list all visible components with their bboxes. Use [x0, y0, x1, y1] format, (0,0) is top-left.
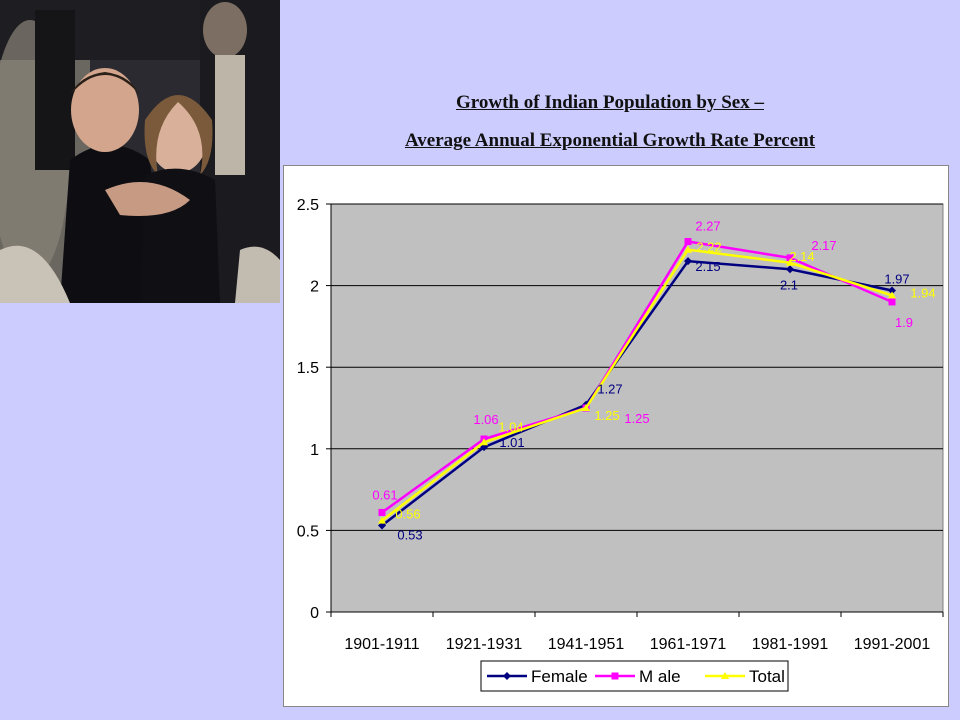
data-label: 2.14: [789, 249, 814, 264]
data-label: 1.9: [895, 315, 913, 330]
photo-children-dancing: [0, 0, 280, 303]
data-label: 2.22: [696, 240, 721, 255]
data-label: 1.25: [624, 411, 649, 426]
data-point: [582, 404, 590, 411]
title-line-2: Average Annual Exponential Growth Rate P…: [404, 130, 816, 151]
y-tick-label: 0: [310, 605, 319, 622]
legend-marker: [721, 672, 729, 679]
title-line-1: Growth of Indian Population by Sex –: [456, 92, 764, 113]
data-label: 2.27: [695, 219, 720, 234]
data-point: [378, 508, 386, 516]
data-point: [888, 298, 896, 306]
data-label: 2.17: [811, 238, 836, 253]
data-label: 1.04: [498, 419, 523, 434]
data-point: [684, 245, 692, 253]
x-tick-label: 1981-1991: [752, 636, 829, 653]
data-label: 0.53: [397, 528, 422, 543]
legend-marker: [611, 672, 619, 680]
data-label: 0.56: [395, 507, 420, 522]
legend-label: Female: [531, 667, 588, 686]
data-label: 0.61: [372, 487, 397, 502]
line-chart: 0 0.5 1 1.5 2 2.5 1901-1911 1921-1931 1941-1951 1…: [297, 197, 944, 692]
data-point: [888, 291, 896, 299]
x-tick-label: 1991-2001: [854, 636, 931, 653]
chart-frame: 0 0.5 1 1.5 2 2.5 1901-1911 1921-1931 1941-1951 1…: [283, 165, 949, 707]
y-tick-label: 1.5: [297, 360, 319, 377]
legend-label: M ale: [639, 667, 681, 686]
x-tick-label: 1961-1971: [650, 636, 727, 653]
chart-titles: Growth of Indian Population by Sex – Ave…: [300, 84, 920, 160]
y-tick-label: 1: [310, 442, 319, 459]
data-label: 1.06: [473, 412, 498, 427]
y-tick-label: 2.5: [297, 197, 319, 214]
data-label: 1.27: [597, 382, 622, 397]
x-tick-label: 1941-1951: [548, 636, 625, 653]
x-tick-label: 1901-1911: [344, 636, 419, 653]
data-label: 1.97: [884, 271, 909, 286]
legend-label: Total: [749, 667, 785, 686]
series-line-total: [381, 248, 893, 522]
data-label: 1.25: [594, 408, 619, 423]
data-point: [684, 257, 692, 266]
data-point: [684, 238, 692, 246]
plot-area: [330, 203, 944, 613]
legend-marker: [503, 672, 511, 680]
data-label: 2.15: [695, 259, 720, 274]
data-point: [480, 438, 488, 446]
y-tick-label: 0.5: [297, 523, 319, 540]
x-tick-label: 1921-1931: [446, 636, 523, 653]
data-label: 1.01: [499, 435, 524, 450]
data-label: 2.1: [780, 277, 798, 292]
y-tick-label: 2: [310, 279, 319, 296]
data-point: [786, 258, 794, 266]
data-point: [786, 265, 794, 274]
series-line-female: [381, 259, 893, 527]
data-point: [786, 254, 794, 262]
series-line-male: [381, 240, 893, 514]
data-label: 1.94: [910, 285, 935, 300]
data-point: [888, 286, 896, 295]
data-point: [378, 516, 386, 524]
